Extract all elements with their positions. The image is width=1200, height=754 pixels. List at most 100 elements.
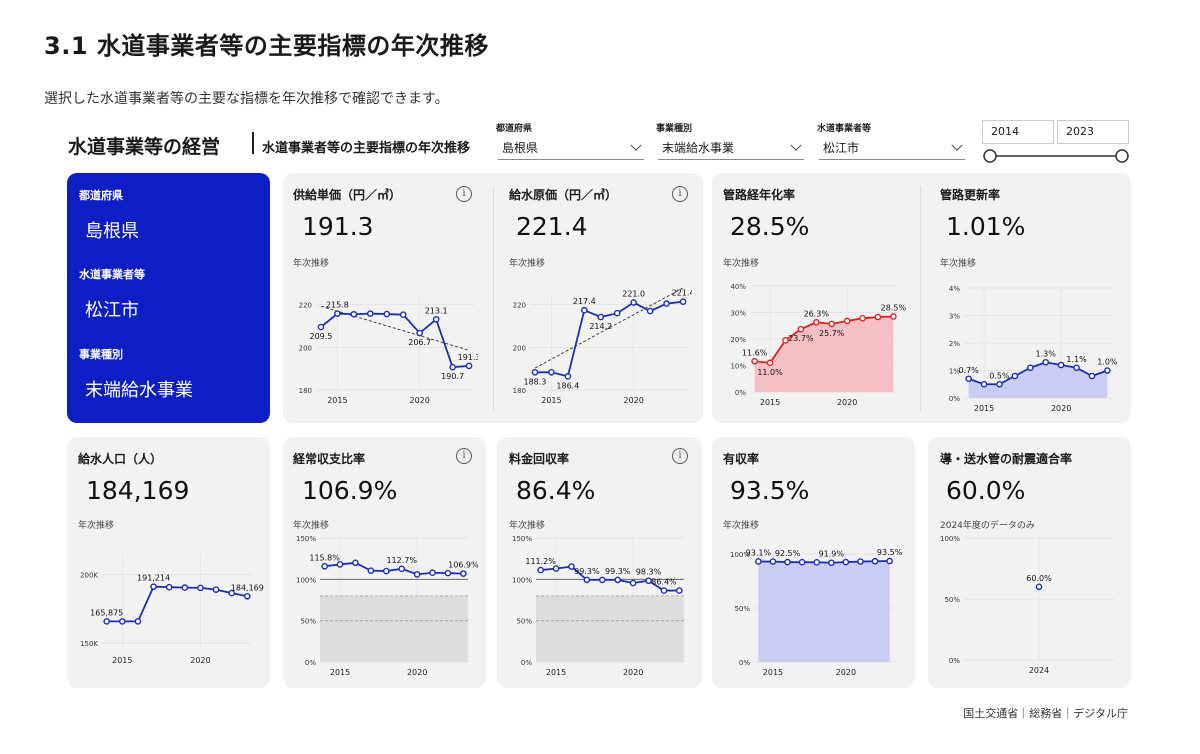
data-point <box>769 558 777 565</box>
data-point <box>630 299 637 306</box>
y-tick-label: 100% <box>730 551 750 559</box>
info-icon[interactable]: i <box>456 186 472 202</box>
data-point <box>134 618 142 625</box>
data-point <box>629 579 637 587</box>
data-label: 165,875 <box>90 608 123 617</box>
series-line <box>324 561 464 576</box>
y-tick-label: 20% <box>730 336 746 344</box>
data-label: 93.5% <box>877 548 903 557</box>
page-title: 3.1 水道事業者等の主要指標の年次推移 <box>44 32 489 60</box>
x-tick-label: 2015 <box>760 398 780 407</box>
y-tick-label: 50% <box>516 618 532 626</box>
x-tick-label: 2020 <box>836 668 856 677</box>
x-tick-label: 2020 <box>623 668 643 677</box>
x-tick-label: 2015 <box>330 668 350 677</box>
y-tick-label: 0% <box>305 659 316 667</box>
data-label: 99.3% <box>605 567 631 576</box>
data-label: 0.7% <box>958 366 979 375</box>
year-range-slider[interactable] <box>982 148 1130 164</box>
data-label: 86.4% <box>651 578 677 587</box>
data-point <box>996 380 1003 388</box>
y-tick-label: 100% <box>296 576 316 584</box>
x-tick-label: 2024 <box>1029 666 1049 675</box>
slider-handle-start[interactable] <box>983 149 997 163</box>
data-label: 60.0% <box>1026 574 1052 583</box>
x-tick-label: 2020 <box>624 396 644 405</box>
data-label: 99.3% <box>574 567 600 576</box>
data-point <box>413 571 421 578</box>
fee-recovery-chart: 0% 50% 100% 150% 2015 2020 111.2% 99.3% 99.3% 98.… <box>512 535 684 677</box>
year-from-input[interactable]: 2014 <box>982 120 1054 144</box>
y-tick-label: 0% <box>521 659 532 667</box>
fee-recovery-trend-label: 年次推移 <box>509 521 546 531</box>
data-point <box>598 576 606 584</box>
prefecture-filter-label: 都道府県 <box>496 124 533 134</box>
revenue-rate-chart: 0% 50% 100% 2015 2020 93.1% 92.5% 91.9% 93.5% <box>730 548 903 677</box>
x-tick-label: 2015 <box>974 404 994 413</box>
data-label: 190.7 <box>441 372 464 381</box>
data-point <box>399 311 407 318</box>
operator-select[interactable]: 松江市 <box>819 136 965 160</box>
area-fill <box>754 316 894 392</box>
data-point <box>416 329 423 337</box>
data-label: 112.7% <box>386 556 417 565</box>
data-point <box>843 317 851 325</box>
y-tick-label: 2% <box>949 340 960 348</box>
data-point <box>874 313 882 321</box>
data-point <box>432 316 440 323</box>
x-tick-label: 2020 <box>1051 404 1071 413</box>
revenue-rate-title: 有収率 <box>723 452 760 466</box>
y-tick-label: 0% <box>949 657 960 665</box>
data-label: 214.2 <box>589 322 612 331</box>
data-label: 1.3% <box>1036 349 1057 358</box>
x-tick-label: 2020 <box>407 668 427 677</box>
quake-trend-label: 2024年度のデータのみ <box>940 521 1035 531</box>
x-tick-label: 2015 <box>112 656 132 665</box>
data-point <box>350 310 358 318</box>
data-point <box>597 313 605 321</box>
aging-title: 管路経年化率 <box>723 188 796 202</box>
data-point <box>382 567 390 575</box>
data-point <box>871 557 879 565</box>
data-label: 28.5% <box>881 303 906 312</box>
year-to-input[interactable]: 2023 <box>1057 120 1129 144</box>
ordinary-chart: 0% 50% 100% 150% 2015 2020 115.8% 112.7% 106.9% <box>296 535 479 677</box>
data-label: 93.1% <box>746 548 772 557</box>
data-point <box>581 306 588 314</box>
business-type-select[interactable]: 末端給水事業 <box>658 136 804 160</box>
data-point <box>1073 364 1080 372</box>
renewal-chart: 0% 1% 2% 3% 4% 2015 2020 0.7% 0.5% 1.3% 1.1% 1.0% <box>949 285 1118 413</box>
revenue-rate-kpi: 93.5% <box>730 476 810 505</box>
info-icon[interactable]: i <box>672 186 688 202</box>
trend-line <box>534 287 684 369</box>
data-point <box>103 618 110 625</box>
data-point <box>317 323 325 331</box>
prefecture-select[interactable]: 島根県 <box>498 136 644 160</box>
slider-handle-end[interactable] <box>1115 149 1129 163</box>
data-point <box>646 307 654 315</box>
data-point <box>797 325 805 333</box>
data-label: 115.8% <box>309 553 340 562</box>
x-tick-label: 2020 <box>190 656 210 665</box>
dashboard-subtitle: 水道事業者等の主要指標の年次推移 <box>262 141 471 156</box>
data-point <box>1057 361 1065 369</box>
summary-operator-label: 水道事業者等 <box>79 268 145 281</box>
data-point <box>531 368 539 376</box>
revenue-rate-trend-label: 年次推移 <box>723 521 760 531</box>
y-tick-label: 3% <box>949 313 960 321</box>
area-fill <box>968 362 1108 398</box>
info-icon[interactable]: i <box>456 448 472 464</box>
info-icon[interactable]: i <box>672 448 688 464</box>
data-point <box>784 558 791 566</box>
data-point <box>197 584 204 592</box>
series-line <box>758 560 890 564</box>
population-trend-label: 年次推移 <box>78 521 115 531</box>
data-point <box>444 569 452 577</box>
data-label: 215.8 <box>326 301 349 310</box>
quake-card <box>928 437 1131 688</box>
y-tick-label: 100% <box>940 535 960 543</box>
series-line <box>534 300 684 378</box>
data-point <box>548 368 555 376</box>
data-point <box>568 563 575 570</box>
data-point <box>886 557 893 565</box>
